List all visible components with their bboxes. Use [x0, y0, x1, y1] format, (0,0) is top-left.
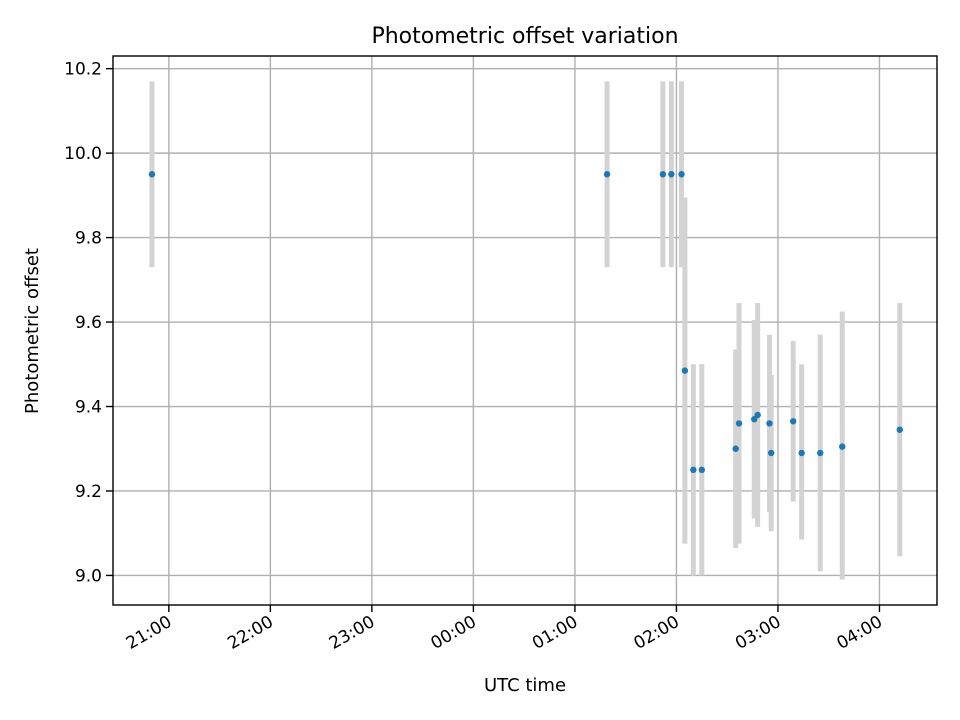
- data-point: [698, 466, 706, 474]
- grid-layer: [113, 56, 937, 605]
- data-point: [735, 420, 743, 427]
- point-layer: [148, 171, 903, 474]
- y-tick-label: 10.0: [64, 144, 102, 164]
- data-point: [798, 449, 805, 457]
- data-point: [659, 171, 667, 178]
- data-point: [732, 445, 739, 452]
- data-point: [839, 443, 846, 450]
- data-point: [896, 426, 903, 433]
- y-tick-label: 9.4: [75, 398, 102, 418]
- data-point: [767, 449, 775, 457]
- y-tick-label: 10.2: [64, 60, 102, 80]
- data-point: [754, 411, 761, 419]
- y-tick-label: 9.2: [75, 482, 102, 502]
- x-axis-label: UTC time: [484, 675, 566, 696]
- y-axis-label: Photometric offset: [22, 248, 43, 414]
- data-point: [148, 171, 156, 178]
- y-tick-label: 9.0: [75, 566, 102, 586]
- data-point: [603, 171, 611, 178]
- plot-frame: [112, 55, 938, 606]
- data-point: [766, 420, 773, 427]
- data-point: [690, 466, 697, 474]
- data-point: [678, 171, 685, 178]
- data-point: [668, 171, 675, 178]
- chart-title: Photometric offset variation: [371, 24, 678, 49]
- data-point: [789, 418, 797, 425]
- y-tick-label: 9.8: [75, 229, 102, 249]
- data-point: [681, 367, 689, 374]
- y-tick-label: 9.6: [75, 313, 102, 333]
- data-point: [817, 449, 824, 457]
